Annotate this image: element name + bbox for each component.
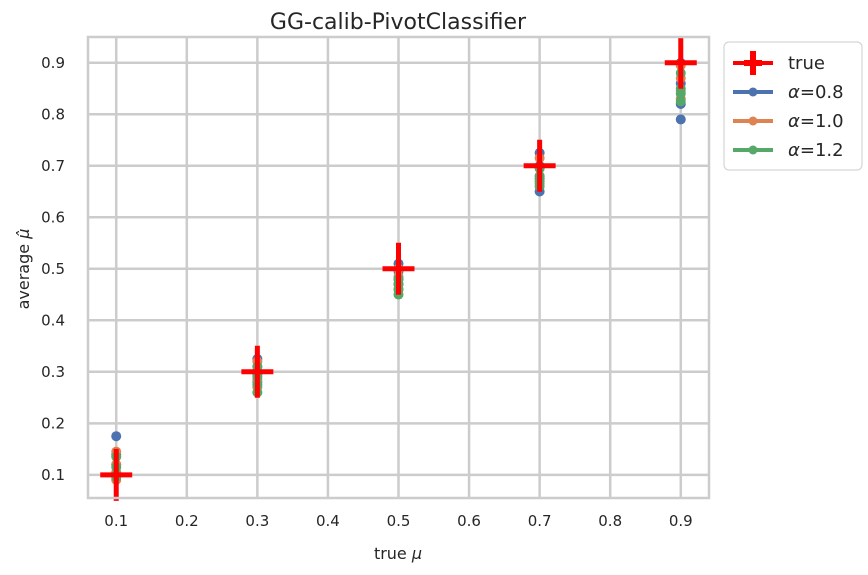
legend-marker <box>748 145 758 155</box>
x-tick-labels: 0.1 0.2 0.3 0.4 0.5 0.6 0.7 0.8 0.9 <box>104 512 692 530</box>
legend-label-symbol: α <box>788 82 800 103</box>
y-tick-label: 0.5 <box>41 260 65 278</box>
x-axis-label-symbol: μ <box>411 544 422 563</box>
series-3-point <box>675 88 686 99</box>
legend-label: true <box>788 53 825 74</box>
y-tick-label: 0.7 <box>41 157 65 175</box>
x-tick-label: 0.3 <box>245 512 269 530</box>
plot-marks <box>100 36 697 501</box>
legend-label-text: =1.2 <box>800 140 844 161</box>
legend-marker <box>744 51 762 75</box>
x-tick-label: 0.4 <box>316 512 340 530</box>
legend-label-text: =1.0 <box>800 111 844 132</box>
legend-label-symbol: α <box>788 140 800 161</box>
legend-entry: α=1.2 <box>733 140 844 161</box>
legend-marker <box>748 116 758 126</box>
y-tick-label: 0.1 <box>41 466 65 484</box>
y-axis-label: average μ̂ <box>14 229 33 310</box>
series-1-point <box>675 114 686 125</box>
legend-label-text: true <box>788 53 825 74</box>
legend-label: α=1.2 <box>788 140 844 161</box>
chart-title: GG-calib-PivotClassifier <box>270 10 527 35</box>
x-tick-label: 0.1 <box>104 512 128 530</box>
plot-frame <box>86 35 711 500</box>
y-axis-label-symbol: μ̂ <box>14 229 33 240</box>
y-tick-label: 0.6 <box>41 208 65 226</box>
legend-entry: true <box>733 51 825 75</box>
x-axis-label-prefix: true <box>374 544 407 563</box>
x-tick-label: 0.2 <box>175 512 199 530</box>
true-point <box>664 36 697 89</box>
series-1-point <box>111 431 122 442</box>
y-tick-label: 0.8 <box>41 105 65 123</box>
true-point <box>241 345 274 398</box>
legend-marker <box>748 87 758 97</box>
series-3-point <box>675 96 686 107</box>
true-point <box>523 139 556 192</box>
legend-label: α=1.0 <box>788 111 844 132</box>
true-point <box>382 242 415 295</box>
legend-label-symbol: α <box>788 111 800 132</box>
legend-box <box>723 41 863 171</box>
y-tick-label: 0.9 <box>41 54 65 72</box>
legend-label-text: =0.8 <box>800 82 844 103</box>
x-tick-label: 0.8 <box>598 512 622 530</box>
x-tick-label: 0.5 <box>387 512 411 530</box>
y-axis-label-prefix: average <box>14 244 33 310</box>
y-tick-label: 0.2 <box>41 414 65 432</box>
legend-entry: α=0.8 <box>733 82 844 103</box>
legend-label: α=0.8 <box>788 82 844 103</box>
x-tick-label: 0.9 <box>669 512 693 530</box>
true-point <box>100 448 133 501</box>
x-tick-label: 0.7 <box>528 512 552 530</box>
y-tick-labels: 0.1 0.2 0.3 0.4 0.5 0.6 0.7 0.8 0.9 <box>41 54 65 484</box>
y-tick-label: 0.4 <box>41 311 65 329</box>
y-tick-label: 0.3 <box>41 363 65 381</box>
x-axis-label: true μ <box>374 544 422 563</box>
legend-entry: α=1.0 <box>733 111 844 132</box>
x-tick-label: 0.6 <box>457 512 481 530</box>
